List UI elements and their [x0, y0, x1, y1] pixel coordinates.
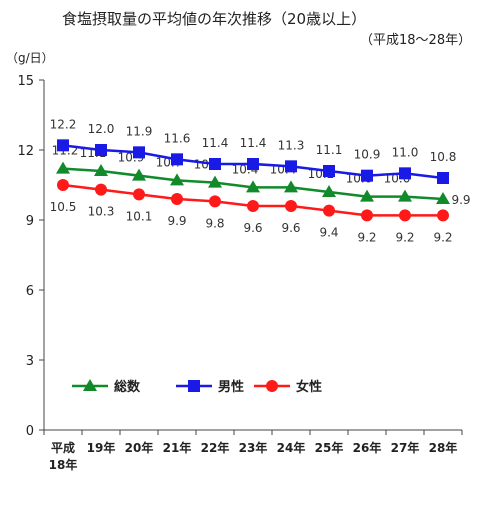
- legend-label: 男性: [218, 379, 244, 395]
- axes: [39, 79, 463, 435]
- data-point: [284, 180, 298, 193]
- data-point: [399, 167, 411, 180]
- x-tick-label: 25年: [315, 440, 344, 455]
- legend: 総数 男性 女性: [72, 379, 322, 395]
- data-point: [171, 193, 183, 205]
- data-label: 9.2: [357, 230, 376, 244]
- x-tick-label: 24年: [277, 440, 306, 455]
- data-label: 11.3: [278, 138, 305, 152]
- data-label: 10.5: [50, 200, 77, 214]
- data-point: [437, 172, 449, 184]
- data-point: [133, 146, 145, 159]
- y-tick-labels: 0 3 6 9 12 15: [17, 74, 34, 439]
- data-label: 9.9: [451, 193, 470, 207]
- y-tick-label: 9: [26, 214, 34, 229]
- data-label: 10.8: [430, 150, 457, 164]
- series-group: 11.211.110.910.710.610.410.410.210.010.0…: [50, 117, 471, 244]
- x-tick-label: 19年: [87, 440, 116, 455]
- data-point: [399, 209, 411, 222]
- data-label: 9.8: [205, 216, 224, 230]
- legend-label: 総数: [114, 379, 141, 395]
- data-point: [132, 168, 146, 181]
- legend-label: 女性: [296, 379, 322, 395]
- data-point: [285, 160, 297, 173]
- data-label: 11.6: [164, 131, 191, 145]
- data-point: [436, 192, 450, 204]
- legend-item: 総数: [72, 379, 141, 395]
- y-tick-label: 6: [26, 284, 34, 299]
- x-tick-label: 28年: [429, 440, 458, 455]
- data-point: [323, 165, 335, 177]
- data-point: [94, 164, 108, 176]
- data-label: 11.0: [392, 145, 419, 159]
- data-point: [285, 200, 297, 212]
- data-label: 11.1: [316, 143, 343, 157]
- data-label: 10.1: [126, 209, 153, 223]
- data-point: [323, 204, 335, 217]
- y-tick-label: 0: [26, 424, 34, 439]
- data-point: [57, 139, 69, 152]
- x-tick-label: 27年: [391, 440, 420, 455]
- data-point: [209, 195, 221, 208]
- y-tick-label: 15: [17, 74, 34, 89]
- chart-title: 食塩摂取量の平均値の年次推移（20歳以上）: [62, 10, 366, 28]
- chart-subtitle: （平成18～28年）: [360, 33, 471, 48]
- x-tick-label: 平成 18年: [49, 440, 78, 472]
- data-point: [95, 144, 107, 156]
- x-tick-label: 23年: [239, 440, 268, 455]
- data-label: 12.2: [50, 117, 77, 131]
- y-tick-label: 12: [17, 144, 34, 159]
- x-tick-label: 22年: [201, 440, 230, 455]
- data-point: [133, 188, 145, 201]
- legend-item: 女性: [254, 379, 322, 395]
- data-label: 10.3: [88, 205, 115, 219]
- data-point: [361, 169, 373, 182]
- y-unit-label: （g/日）: [6, 51, 54, 65]
- data-point: [360, 189, 374, 202]
- x-tick-labels: 平成 18年 19年 20年 21年 22年 23年 24年 25年 26年 27年 28年: [49, 440, 458, 472]
- x-tick-label: 26年: [353, 440, 382, 455]
- data-label: 12.0: [88, 122, 115, 136]
- data-point: [56, 161, 70, 174]
- data-point: [322, 185, 336, 197]
- y-tick-label: 3: [26, 354, 34, 369]
- x-tick-label: 21年: [163, 440, 192, 455]
- series-女性: 10.5 10.3 10.1 9.9 9.8 9.6 9.6 9.4 9.2 9.2 9.2: [50, 179, 453, 244]
- data-label: 11.9: [126, 124, 153, 138]
- data-label: 11.4: [240, 136, 267, 150]
- x-tick-label: 20年: [125, 440, 154, 455]
- data-label: 10.9: [354, 148, 381, 162]
- data-point: [170, 173, 184, 186]
- data-point: [361, 209, 373, 222]
- data-point: [208, 175, 222, 188]
- data-label: 9.2: [433, 230, 452, 244]
- legend-item: 男性: [176, 379, 244, 395]
- data-point: [57, 179, 69, 191]
- legend-marker: [83, 379, 97, 391]
- legend-marker: [266, 380, 278, 392]
- legend-marker: [188, 380, 200, 392]
- data-point: [171, 153, 183, 166]
- data-label: 9.6: [243, 221, 262, 235]
- data-point: [398, 189, 412, 202]
- data-label: 9.4: [319, 226, 338, 240]
- data-point: [209, 158, 221, 170]
- series-男性: 12.2 12.0 11.9 11.6 11.4 11.4 11.3 11.1 10.9 11.0…: [50, 117, 457, 184]
- data-point: [437, 209, 449, 222]
- data-point: [246, 180, 260, 193]
- data-point: [247, 158, 259, 170]
- data-point: [95, 183, 107, 196]
- data-label: 11.4: [202, 136, 229, 150]
- data-label: 9.9: [167, 214, 186, 228]
- data-label: 9.2: [395, 230, 414, 244]
- data-label: 9.6: [281, 221, 300, 235]
- data-point: [247, 200, 259, 212]
